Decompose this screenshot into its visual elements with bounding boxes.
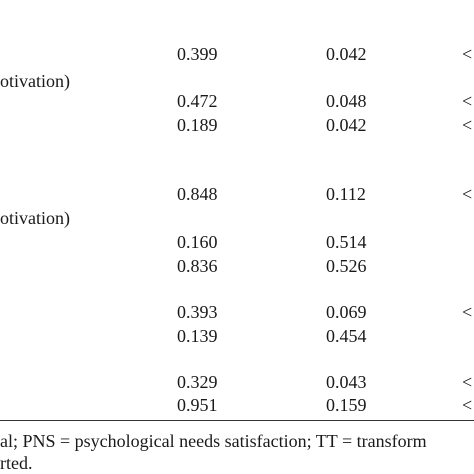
cell-b-row-2: 0.472 bbox=[177, 91, 218, 111]
cell-b-row-8: 0.393 bbox=[177, 302, 218, 322]
cell-p-row-10: < bbox=[462, 372, 473, 392]
cell-se-row-9: 0.454 bbox=[326, 326, 367, 346]
cell-b-row-10: 0.329 bbox=[177, 372, 218, 392]
cell-p-row-11: < bbox=[462, 395, 473, 415]
row-label-5: otivation) bbox=[0, 208, 70, 228]
cell-b-row-11: 0.951 bbox=[177, 395, 218, 415]
cell-p-row-8: < bbox=[462, 302, 473, 322]
cell-p-row-2: < bbox=[462, 91, 473, 111]
cell-se-row-0: 0.042 bbox=[326, 44, 367, 64]
cell-p-row-3: < bbox=[462, 115, 473, 135]
cell-b-row-6: 0.160 bbox=[177, 232, 218, 252]
cell-se-row-10: 0.043 bbox=[326, 372, 367, 392]
cell-p-row-4: < bbox=[462, 184, 473, 204]
table-footnote-line-1: al; PNS = psychological needs satisfacti… bbox=[0, 431, 427, 451]
cell-se-row-2: 0.048 bbox=[326, 91, 367, 111]
cell-b-row-0: 0.399 bbox=[177, 44, 218, 64]
cell-se-row-4: 0.112 bbox=[326, 184, 366, 204]
cell-se-row-7: 0.526 bbox=[326, 256, 367, 276]
cell-se-row-11: 0.159 bbox=[326, 395, 367, 415]
cell-se-row-8: 0.069 bbox=[326, 302, 367, 322]
cell-b-row-3: 0.189 bbox=[177, 115, 218, 135]
row-label-1: otivation) bbox=[0, 71, 70, 91]
cell-p-row-0: < bbox=[462, 44, 473, 64]
cell-b-row-9: 0.139 bbox=[177, 326, 218, 346]
table-footnote-line-2: rted. bbox=[0, 453, 33, 473]
cell-b-row-7: 0.836 bbox=[177, 256, 218, 276]
cell-b-row-4: 0.848 bbox=[177, 184, 218, 204]
cell-se-row-6: 0.514 bbox=[326, 232, 367, 252]
cell-se-row-3: 0.042 bbox=[326, 115, 367, 135]
table-bottom-rule bbox=[0, 420, 474, 421]
